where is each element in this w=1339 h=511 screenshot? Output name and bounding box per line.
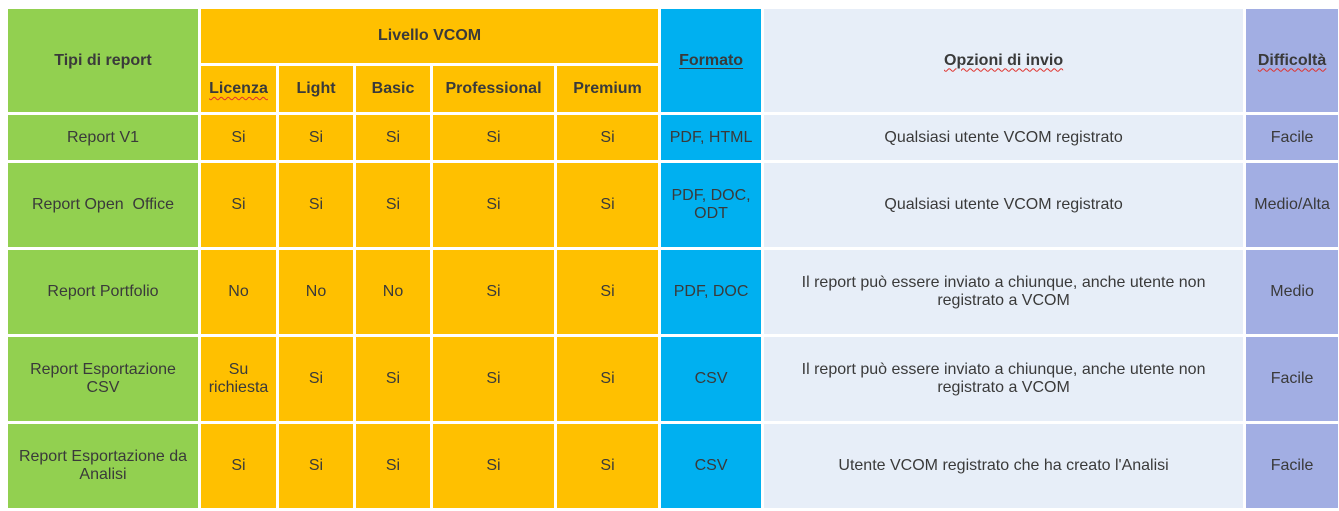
level-basic-cell: Si	[353, 112, 433, 163]
table-row-report-open-office: Report Open Office Si Si Si Si Si PDF, D…	[5, 160, 1339, 250]
level-light-cell: Si	[276, 160, 356, 250]
table-row-report-portfolio: Report Portfolio No No No Si Si PDF, DOC…	[5, 247, 1339, 337]
header-level-professional: Professional	[430, 63, 557, 115]
report-name-cell: Report Portfolio	[5, 247, 201, 337]
header-level-licenza: Licenza	[198, 63, 279, 115]
level-premium-cell: Si	[553, 112, 662, 163]
header-level-premium: Premium	[553, 63, 662, 115]
header-livello-vcom: Livello VCOM	[197, 6, 662, 66]
opzioni-cell: Il report può essere inviato a chiunque,…	[761, 334, 1247, 424]
report-name-cell: Report V1	[5, 112, 201, 163]
level-professional-cell: Si	[430, 421, 557, 511]
level-professional-cell: Si	[430, 160, 557, 250]
level-basic-cell: Si	[353, 334, 433, 424]
level-light-cell: Si	[276, 421, 356, 511]
difficolta-cell: Medio	[1243, 247, 1339, 337]
level-basic-cell: Si	[353, 160, 433, 250]
formato-cell: PDF, DOC, ODT	[658, 160, 765, 250]
formato-cell: CSV	[658, 334, 765, 424]
header-formato: Formato	[658, 6, 765, 115]
level-premium-cell: Si	[553, 160, 662, 250]
level-licenza-cell: Si	[198, 421, 279, 511]
level-professional-cell: Si	[430, 334, 557, 424]
difficolta-cell: Facile	[1243, 421, 1339, 511]
level-professional-cell: Si	[430, 247, 557, 337]
level-basic-cell: No	[353, 247, 433, 337]
formato-cell: PDF, HTML	[658, 112, 765, 163]
level-premium-cell: Si	[553, 421, 662, 511]
level-light-cell: Si	[276, 112, 356, 163]
header-difficolta: Difficoltà	[1243, 6, 1339, 115]
level-licenza-cell: Si	[198, 112, 279, 163]
level-light-cell: No	[276, 247, 356, 337]
header-tipi-di-report: Tipi di report	[5, 6, 201, 115]
report-name-cell: Report Esportazione CSV	[5, 334, 201, 424]
header-level-basic: Basic	[353, 63, 433, 115]
opzioni-cell: Qualsiasi utente VCOM registrato	[761, 160, 1247, 250]
level-premium-cell: Si	[553, 247, 662, 337]
formato-cell: CSV	[658, 421, 765, 511]
level-premium-cell: Si	[553, 334, 662, 424]
level-licenza-cell: Si	[198, 160, 279, 250]
level-professional-cell: Si	[430, 112, 557, 163]
report-types-table: Tipi di report Livello VCOM Formato Opzi…	[5, 6, 1339, 511]
level-licenza-cell: Su richiesta	[198, 334, 279, 424]
report-name-cell: Report Esportazione da Analisi	[5, 421, 201, 511]
report-name-cell: Report Open Office	[5, 160, 201, 250]
opzioni-cell: Utente VCOM registrato che ha creato l'A…	[761, 421, 1247, 511]
difficolta-cell: Facile	[1243, 112, 1339, 163]
table-row-report-esportazione-da-analisi: Report Esportazione da Analisi Si Si Si …	[5, 421, 1339, 511]
formato-cell: PDF, DOC	[658, 247, 765, 337]
header-level-light: Light	[276, 63, 356, 115]
table-row-report-v1: Report V1 Si Si Si Si Si PDF, HTML Quals…	[5, 112, 1339, 163]
level-basic-cell: Si	[353, 421, 433, 511]
level-light-cell: Si	[276, 334, 356, 424]
level-licenza-cell: No	[198, 247, 279, 337]
header-opzioni-di-invio: Opzioni di invio	[761, 6, 1247, 115]
table-row-report-esportazione-csv: Report Esportazione CSV Su richiesta Si …	[5, 334, 1339, 424]
opzioni-cell: Qualsiasi utente VCOM registrato	[761, 112, 1247, 163]
difficolta-cell: Facile	[1243, 334, 1339, 424]
difficolta-cell: Medio/Alta	[1243, 160, 1339, 250]
opzioni-cell: Il report può essere inviato a chiunque,…	[761, 247, 1247, 337]
